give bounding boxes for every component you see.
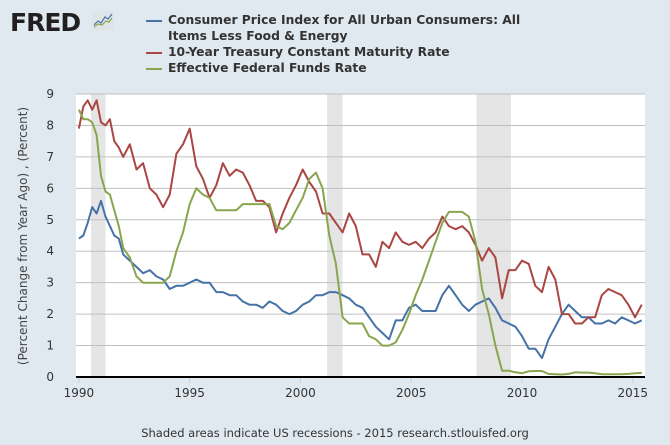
x-tick-label: 2000 — [285, 386, 316, 400]
y-axis-label: (Percent Change from Year Ago) , (Percen… — [16, 107, 30, 365]
chart-legend: Consumer Price Index for All Urban Consu… — [146, 12, 528, 76]
footer-note: Shaded areas indicate US recessions - 20… — [141, 426, 529, 440]
legend-label-treasury: 10-Year Treasury Constant Maturity Rate — [168, 45, 450, 59]
y-tick-label: 8 — [46, 118, 54, 132]
legend-item-cpi: Consumer Price Index for All Urban Consu… — [146, 12, 528, 44]
legend-swatch-fedfunds — [146, 68, 162, 70]
series-line-cpi — [78, 199, 643, 360]
legend-swatch-treasury — [146, 52, 162, 54]
series-line-fedfunds — [77, 109, 642, 376]
y-tick-label: 3 — [46, 276, 54, 290]
y-tick-label: 2 — [46, 307, 54, 321]
chart-line-icon — [92, 11, 114, 30]
x-tick-label: 1990 — [64, 386, 95, 400]
legend-label-cpi: Consumer Price Index for All Urban Consu… — [168, 13, 521, 43]
x-tick-label: 1995 — [174, 386, 205, 400]
y-tick-label: 0 — [46, 370, 54, 384]
recession-band — [476, 94, 511, 377]
y-tick-label: 4 — [46, 244, 54, 258]
series-line-treasury — [77, 99, 643, 325]
legend-label-fedfunds: Effective Federal Funds Rate — [168, 61, 367, 75]
legend-swatch-cpi — [146, 20, 162, 22]
y-tick-label: 6 — [46, 181, 54, 195]
legend-item-fedfunds: Effective Federal Funds Rate — [146, 60, 528, 76]
recession-band — [91, 94, 106, 377]
fred-logo: FRED — [10, 8, 81, 37]
plot-background — [76, 94, 645, 377]
x-tick-label: 2015 — [618, 386, 649, 400]
y-tick-label: 5 — [46, 213, 54, 227]
y-tick-label: 7 — [46, 150, 54, 164]
y-tick-label: 9 — [46, 87, 54, 101]
x-tick-label: 2010 — [507, 386, 538, 400]
legend-item-treasury: 10-Year Treasury Constant Maturity Rate — [146, 44, 528, 60]
recession-band — [327, 94, 343, 377]
x-tick-label: 2005 — [396, 386, 427, 400]
y-tick-label: 1 — [46, 339, 54, 353]
